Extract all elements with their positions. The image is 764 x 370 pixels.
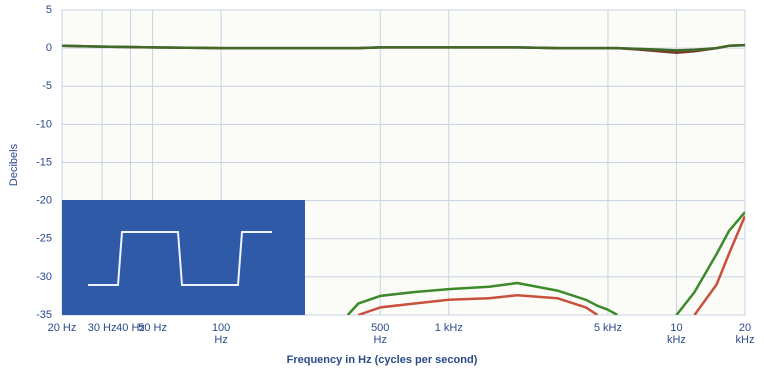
series-line [346,211,745,315]
y-tick-label: -30 [36,271,52,283]
x-tick-label: 500 Hz [371,322,390,346]
y-axis-label: Decibels [8,143,20,186]
y-tick-label: -20 [36,195,52,207]
x-tick-label: 5 kHz [593,322,622,334]
y-tick-label: -25 [36,233,52,245]
series-line [357,215,745,315]
series-line [62,43,745,52]
x-tick-label: 20 kHz [735,322,755,346]
y-tick-label: 5 [46,4,52,16]
x-tick-label: 20 Hz [47,322,77,334]
x-tick-label: 30 Hz [87,322,117,334]
y-tick-label: -10 [36,118,52,130]
x-tick-label: 1 kHz [434,322,463,334]
y-tick-label: -35 [36,309,52,321]
x-tick-label: 100 Hz [211,322,231,346]
y-tick-label: -15 [36,156,52,168]
x-tick-label: 50 Hz [138,322,167,334]
x-axis-label: Frequency in Hz (cycles per second) [286,354,478,366]
y-tick-label: 0 [46,42,52,54]
inset-oscilloscope [62,200,305,315]
x-tick-label: 10 kHz [666,322,686,346]
x-tick-label: 40 Hz [116,322,145,334]
y-tick-label: -5 [42,80,52,92]
